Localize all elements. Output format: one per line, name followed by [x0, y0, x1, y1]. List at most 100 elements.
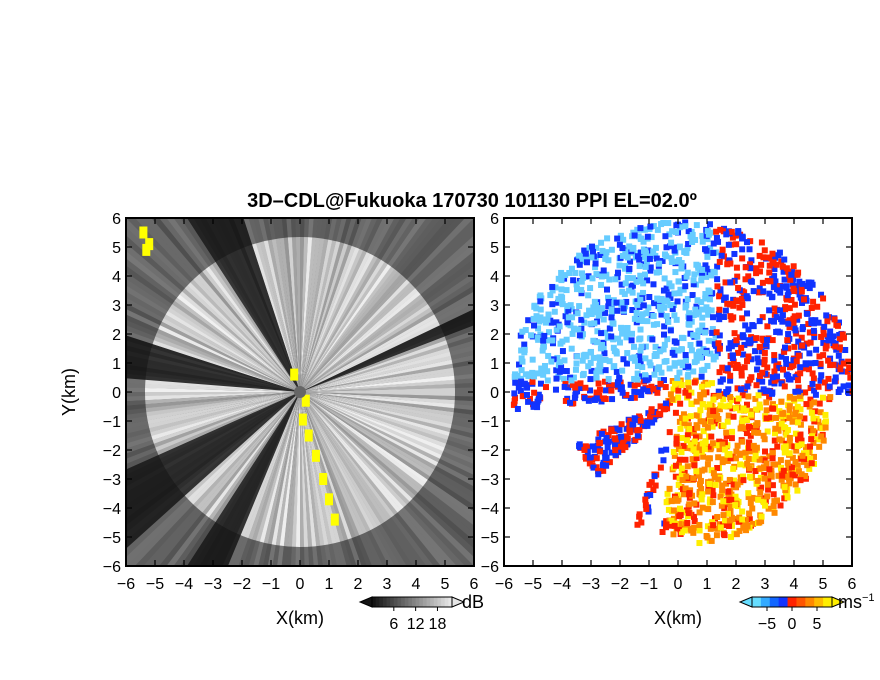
doppler-cell [789, 281, 796, 288]
doppler-cell [741, 364, 748, 371]
doppler-cell [756, 401, 763, 408]
doppler-cell [702, 439, 709, 446]
doppler-cell [785, 320, 792, 327]
doppler-cell [772, 278, 779, 285]
snr-colorbar-segment [444, 597, 449, 607]
doppler-cell [691, 518, 698, 525]
doppler-cell [768, 294, 775, 301]
doppler-cell [616, 426, 623, 433]
snr-yellow-echo-cell [319, 473, 328, 485]
doppler-cell [748, 257, 755, 264]
doppler-cell [776, 365, 783, 372]
snr-ray [295, 392, 301, 566]
doppler-cell [594, 367, 601, 374]
doppler-cell [631, 394, 638, 401]
doppler-cell [771, 509, 778, 516]
doppler-cell [675, 445, 682, 452]
doppler-cell [628, 337, 635, 344]
doppler-cell [772, 425, 779, 432]
doppler-cell [761, 464, 768, 471]
doppler-cell [711, 420, 718, 427]
doppler-cell [756, 519, 763, 526]
doppler-cell [705, 381, 712, 388]
doppler-cell [705, 307, 712, 314]
doppler-cell [668, 517, 675, 524]
doppler-cell [756, 285, 763, 292]
doppler-cell [651, 473, 658, 480]
snr-yellow-echo-cell [311, 449, 320, 462]
doppler-cell [821, 323, 828, 330]
doppler-cell [660, 346, 667, 353]
doppler-cell [777, 457, 784, 464]
doppler-cell [565, 307, 572, 314]
doppler-cell [598, 398, 605, 405]
doppler-cell [574, 353, 581, 360]
doppler-cell [663, 518, 670, 525]
doppler-cell [652, 343, 659, 350]
doppler-cell [644, 233, 651, 240]
snr-colorbar-segment [441, 597, 446, 607]
doppler-cell [696, 472, 703, 479]
snr-ray [300, 392, 474, 402]
doppler-cell [608, 309, 615, 316]
doppler-y-tick-label: −2 [481, 443, 499, 460]
doppler-cell [556, 368, 563, 375]
doppler-cell [578, 316, 585, 323]
doppler-cell [684, 513, 691, 520]
doppler-cell [673, 440, 680, 447]
doppler-cell [752, 348, 759, 355]
doppler-cell [683, 437, 690, 444]
doppler-cell [602, 329, 609, 336]
doppler-cell [638, 519, 645, 526]
doppler-cell [558, 277, 565, 284]
doppler-cell [796, 392, 803, 399]
doppler-cell [685, 363, 692, 370]
doppler-cell [723, 389, 730, 396]
doppler-cell [686, 490, 693, 497]
doppler-cell [587, 359, 594, 366]
snr-colorbar-segment [408, 597, 413, 607]
doppler-x-tick-label: −1 [640, 576, 658, 593]
doppler-cell [792, 481, 799, 488]
doppler-cell [654, 389, 661, 396]
doppler-cell [573, 257, 580, 264]
doppler-cell [519, 393, 526, 400]
doppler-cell [665, 506, 672, 513]
doppler-cell [671, 351, 678, 358]
doppler-cell [677, 512, 684, 519]
doppler-cell [754, 477, 761, 484]
doppler-cell [585, 292, 592, 299]
doppler-cell [726, 402, 733, 409]
doppler-cell [572, 366, 579, 373]
doppler-cell [809, 380, 816, 387]
doppler-cell [726, 476, 733, 483]
doppler-y-tick-label: 4 [490, 269, 499, 286]
doppler-cell [693, 454, 700, 461]
doppler-cell [795, 338, 802, 345]
doppler-cell [564, 319, 571, 326]
doppler-cell [781, 495, 788, 502]
doppler-cell [745, 380, 752, 387]
doppler-cell [666, 485, 673, 492]
doppler-cell [650, 248, 657, 255]
doppler-cell [713, 442, 720, 449]
doppler-cell [717, 524, 724, 531]
snr-ray [126, 309, 300, 392]
doppler-cell [700, 389, 707, 396]
doppler-cell [739, 473, 746, 480]
doppler-cell [650, 281, 657, 288]
snr-yellow-echo [139, 226, 339, 526]
doppler-cell [671, 362, 678, 369]
doppler-cell [698, 277, 705, 284]
doppler-cell [654, 226, 661, 233]
doppler-cell [798, 471, 805, 478]
doppler-cell [748, 278, 755, 285]
doppler-cell [722, 279, 729, 286]
snr-colorbar-segment [404, 597, 409, 607]
doppler-cell [707, 525, 714, 532]
doppler-cell [604, 286, 611, 293]
doppler-cell [517, 332, 524, 339]
doppler-cell [723, 231, 730, 238]
doppler-cell [720, 498, 727, 505]
doppler-cell [704, 362, 711, 369]
